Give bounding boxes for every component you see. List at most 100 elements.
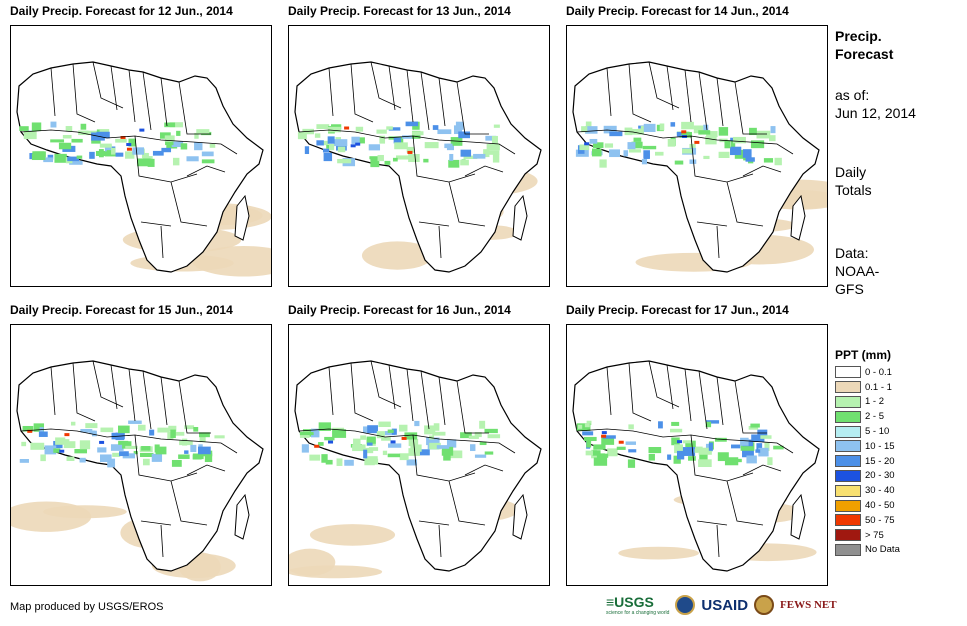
precip-cell <box>424 142 439 149</box>
precip-cell <box>165 141 174 146</box>
map-frame <box>288 324 550 586</box>
usaid-seal-icon <box>675 595 696 615</box>
country-border <box>328 67 334 117</box>
country-border <box>684 368 692 422</box>
precip-cell <box>71 138 83 143</box>
precip-cell <box>355 137 365 144</box>
precip-cell <box>673 455 681 464</box>
country-border <box>470 141 516 155</box>
precip-cell <box>32 151 45 156</box>
precip-cell <box>667 138 676 147</box>
precip-map <box>294 61 542 273</box>
precip-cell <box>746 455 757 464</box>
country-border <box>388 364 396 410</box>
country-border <box>726 181 764 227</box>
legend-item: 30 - 40 <box>835 483 900 498</box>
heavy-precip-cell <box>59 449 65 453</box>
precip-cell <box>336 141 347 151</box>
precip-cell <box>364 458 375 466</box>
heavy-precip-cell <box>601 434 607 438</box>
precip-cell <box>585 126 598 134</box>
precip-cell <box>601 436 615 445</box>
precip-cell <box>95 150 109 157</box>
precip-cell <box>111 147 116 155</box>
country-border <box>696 520 728 526</box>
precip-cell <box>404 432 418 440</box>
precip-cell <box>426 437 440 446</box>
precip-cell <box>423 158 429 163</box>
precip-cell <box>740 442 755 451</box>
precip-cell <box>623 150 629 157</box>
precip-cell <box>670 122 676 127</box>
country-border <box>690 434 754 482</box>
precip-cell <box>366 436 376 444</box>
precip-cell <box>391 428 397 435</box>
precip-cell <box>736 458 742 463</box>
panel-title: Daily Precip. Forecast for 16 Jun., 2014 <box>288 303 511 317</box>
country-border <box>696 221 728 227</box>
precip-cell <box>171 459 182 467</box>
heavy-precip-cell <box>601 431 607 435</box>
precip-cell <box>585 121 592 129</box>
precip-cell <box>199 436 206 443</box>
precip-cell <box>39 427 44 434</box>
heavy-precip-cell <box>407 150 413 154</box>
legend-label: 15 - 20 <box>865 455 895 467</box>
country-border <box>726 480 764 526</box>
precip-cell <box>682 148 693 154</box>
precip-map <box>16 61 271 277</box>
precip-cell <box>630 128 645 135</box>
country-border <box>298 428 472 442</box>
precip-cell <box>378 421 391 428</box>
precip-cell <box>209 143 216 148</box>
precip-cell <box>89 151 95 159</box>
africa-coastline <box>572 360 820 572</box>
precip-cell <box>133 450 138 455</box>
precip-cell <box>168 425 177 432</box>
panel-title: Daily Precip. Forecast for 13 Jun., 2014 <box>288 4 511 18</box>
precip-cell <box>388 127 401 131</box>
precip-cell <box>406 146 415 153</box>
precip-cell <box>460 149 472 157</box>
precip-cell <box>484 451 494 455</box>
side-title-line1: Precip. <box>835 28 882 44</box>
dry-precip-area <box>289 548 336 576</box>
precip-cell <box>301 444 309 453</box>
country-border <box>186 165 226 177</box>
precip-cell <box>47 154 54 160</box>
precip-cell <box>453 125 463 135</box>
precip-cell <box>388 443 402 448</box>
country-border <box>20 129 194 143</box>
precip-cell <box>327 126 341 133</box>
precip-cell <box>78 130 89 136</box>
precip-cell <box>705 136 717 145</box>
precip-cell <box>161 147 172 153</box>
legend-swatch <box>835 410 861 423</box>
africa-coastline <box>294 61 542 273</box>
precip-cell <box>432 431 446 436</box>
africa-coastline <box>16 360 264 572</box>
heavy-precip-cell <box>139 128 145 132</box>
precip-cell <box>142 458 150 466</box>
precip-cell <box>38 431 48 437</box>
country-border <box>170 181 208 227</box>
country-border <box>370 61 402 109</box>
country-border <box>140 221 172 227</box>
precip-cell <box>118 440 129 445</box>
country-border <box>328 366 334 416</box>
heavy-precip-cell <box>328 440 334 444</box>
precip-cell <box>396 155 410 160</box>
country-border <box>192 141 238 155</box>
precip-cell <box>449 153 454 161</box>
country-border <box>142 71 152 131</box>
precip-cell <box>80 428 93 433</box>
country-border <box>734 380 767 434</box>
data-source-block: Data: NOAA- GFS <box>835 244 879 298</box>
precip-map <box>11 360 264 582</box>
country-border <box>420 71 430 131</box>
country-border <box>134 135 198 183</box>
precip-cell <box>643 150 650 159</box>
precip-cell <box>689 143 696 151</box>
precip-cell <box>139 452 154 458</box>
precip-cell <box>581 126 588 133</box>
